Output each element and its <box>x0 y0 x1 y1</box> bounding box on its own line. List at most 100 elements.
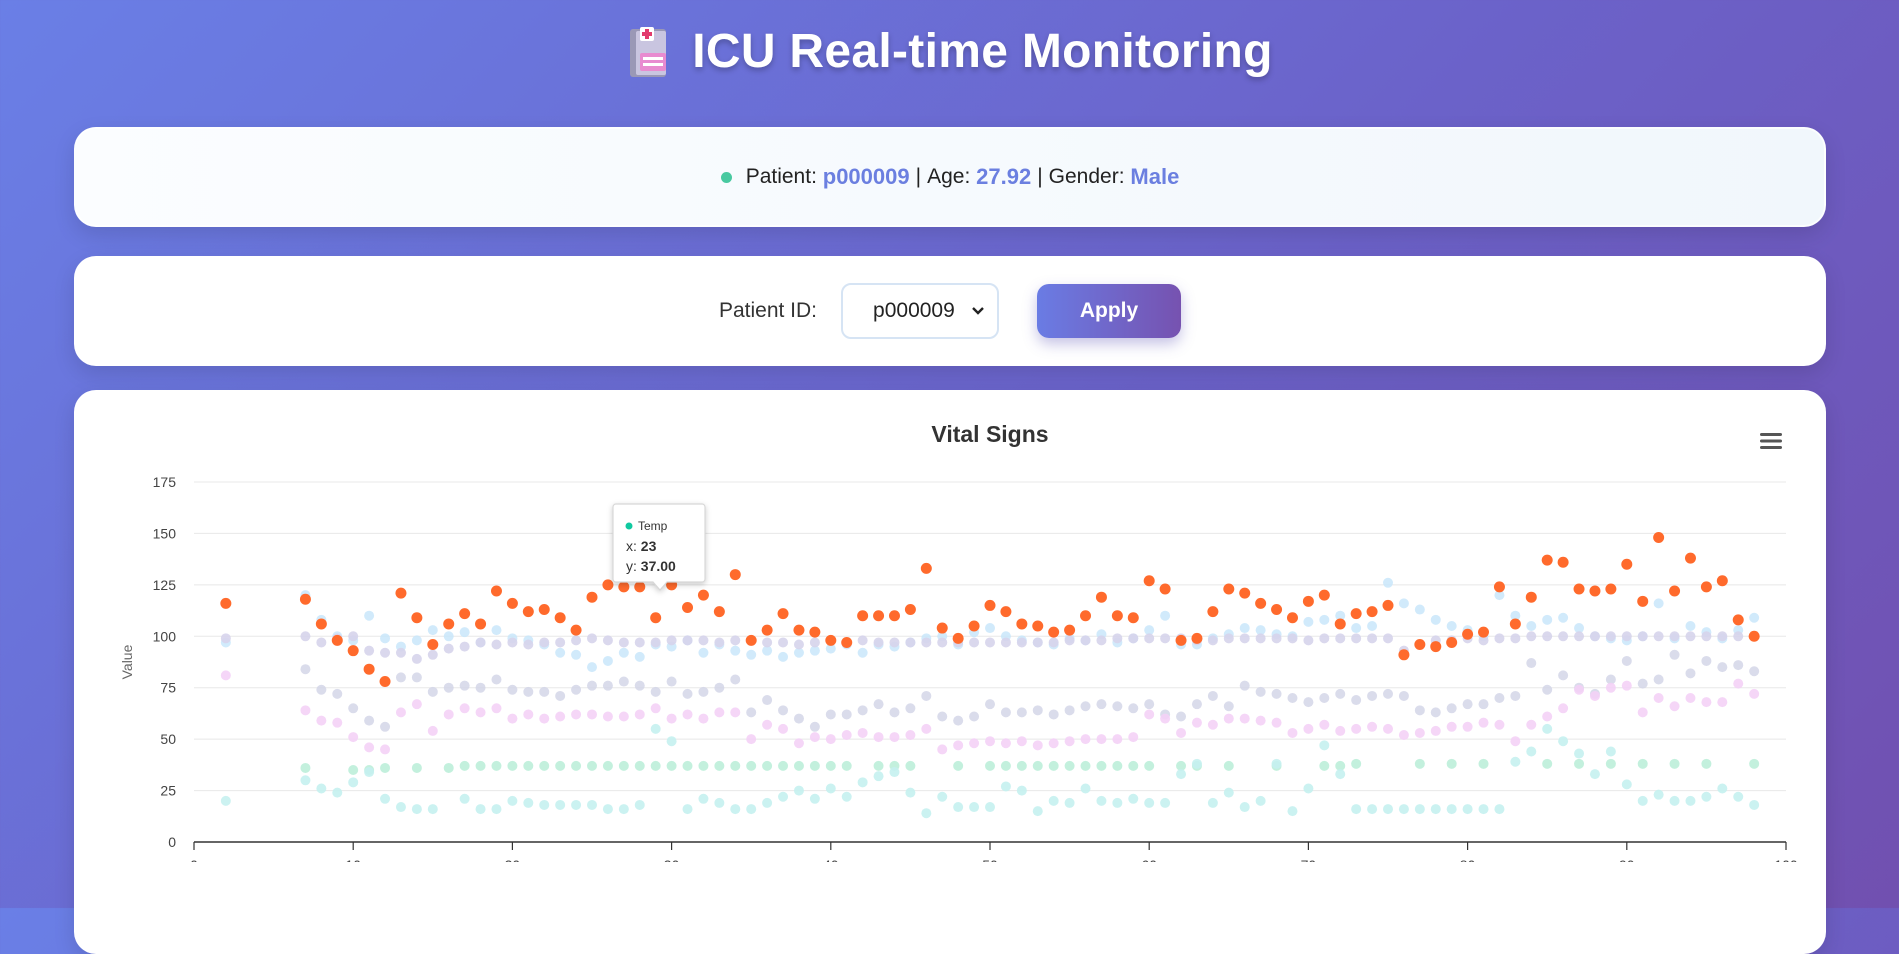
data-point <box>348 703 359 714</box>
data-point <box>475 707 486 718</box>
data-point <box>1351 695 1362 706</box>
data-point <box>1271 633 1282 644</box>
data-point <box>1016 707 1027 718</box>
data-point <box>1112 797 1123 808</box>
patient-id-label: Patient ID: <box>718 299 818 322</box>
data-point <box>1701 655 1712 666</box>
tooltip-y: y: 37.00 <box>626 558 676 574</box>
data-point <box>380 721 391 732</box>
data-point <box>1176 760 1187 771</box>
data-point <box>571 684 582 695</box>
data-point <box>634 760 645 771</box>
data-point <box>316 783 327 794</box>
data-point <box>1000 707 1011 718</box>
data-point <box>1414 639 1426 651</box>
data-point <box>745 634 757 646</box>
data-point <box>857 647 868 658</box>
data-point <box>491 674 502 685</box>
apply-button[interactable]: Apply <box>1037 284 1182 338</box>
data-point <box>299 593 311 605</box>
data-point <box>1621 558 1633 570</box>
data-point <box>1064 624 1076 636</box>
data-point <box>380 647 391 658</box>
data-point <box>730 674 741 685</box>
data-point <box>1207 690 1218 701</box>
data-point <box>778 705 789 716</box>
data-point <box>650 686 661 697</box>
data-point <box>475 804 486 815</box>
data-point <box>634 709 645 720</box>
data-point <box>1048 709 1059 720</box>
data-point <box>1700 581 1712 593</box>
data-point <box>1223 787 1234 798</box>
data-point <box>713 606 725 618</box>
data-point <box>1383 688 1393 699</box>
data-point <box>1526 658 1537 669</box>
data-point <box>1669 701 1680 712</box>
data-point <box>1271 688 1282 699</box>
data-point <box>809 721 820 732</box>
data-point <box>698 635 709 646</box>
data-point <box>1605 583 1617 595</box>
data-point <box>1621 631 1632 642</box>
data-point <box>523 686 534 697</box>
data-point <box>1653 693 1664 703</box>
tooltip-x-label: x: <box>626 538 641 554</box>
data-point <box>459 680 470 691</box>
data-point <box>666 760 677 771</box>
data-point <box>1287 727 1298 738</box>
data-point <box>1239 633 1250 644</box>
data-point <box>587 680 597 691</box>
data-point <box>634 581 646 593</box>
data-point <box>332 688 343 699</box>
separator: | <box>915 165 922 188</box>
data-point <box>778 651 789 662</box>
data-point <box>1127 612 1139 624</box>
data-point <box>841 709 852 720</box>
data-point <box>953 760 964 771</box>
data-point <box>1430 707 1441 718</box>
data-point <box>1637 595 1649 607</box>
data-point <box>1589 631 1600 642</box>
data-point <box>762 695 773 706</box>
data-point <box>475 760 486 771</box>
data-point <box>1000 760 1011 771</box>
data-point <box>873 610 885 622</box>
data-point <box>746 734 757 745</box>
data-point <box>316 684 327 695</box>
hamburger-menu-icon[interactable] <box>1760 432 1782 450</box>
data-point <box>778 791 789 802</box>
data-point <box>411 804 422 815</box>
data-point <box>427 804 438 815</box>
patient-id-select[interactable]: p000009 <box>841 283 1000 339</box>
series-3 <box>300 649 1760 732</box>
data-point <box>1032 705 1043 716</box>
data-point <box>905 730 916 741</box>
data-point <box>1128 633 1139 644</box>
data-point <box>841 760 852 771</box>
data-point <box>1589 769 1600 780</box>
data-point <box>1160 610 1171 621</box>
data-point <box>1064 705 1075 716</box>
data-point <box>300 762 311 773</box>
data-point <box>1239 802 1250 813</box>
data-point <box>364 645 375 656</box>
data-point <box>1398 804 1409 815</box>
data-point <box>539 799 550 810</box>
data-point <box>1669 649 1680 660</box>
data-point <box>1319 740 1330 751</box>
data-point <box>809 626 821 638</box>
data-point <box>427 725 438 736</box>
data-point <box>1383 577 1393 588</box>
data-point <box>1303 723 1314 734</box>
data-point <box>793 713 804 724</box>
data-point <box>1048 637 1059 648</box>
data-point <box>1383 633 1393 644</box>
x-tick-label: 100 <box>1774 857 1798 862</box>
data-point <box>1175 634 1187 646</box>
page-title: ICU Real-time Monitoring <box>0 24 1899 79</box>
data-point <box>602 804 613 815</box>
data-point <box>1669 795 1680 806</box>
data-point <box>1414 604 1425 615</box>
data-point <box>523 639 534 650</box>
